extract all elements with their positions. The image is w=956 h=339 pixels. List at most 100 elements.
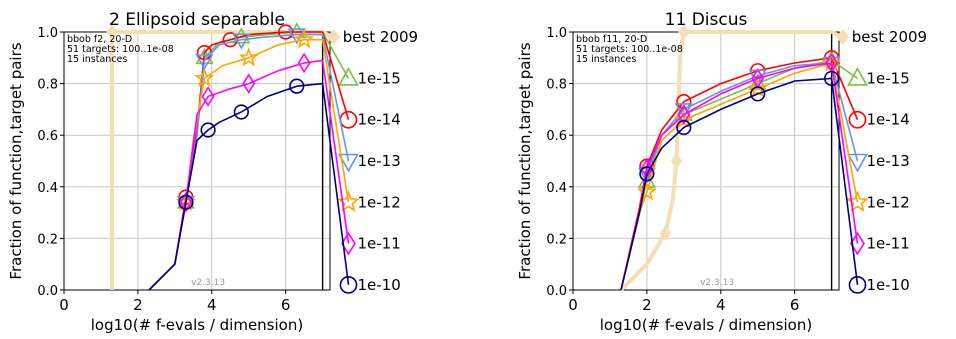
data-point: [836, 29, 850, 45]
legend-label: 1e-13: [357, 152, 400, 170]
data-point: [179, 191, 193, 213]
data-point: [339, 110, 358, 129]
data-point: [278, 24, 294, 40]
x-tick-label: 0: [568, 296, 578, 314]
chart-title: 2 Ellipsoid separable: [109, 10, 285, 30]
chart-panel-2: best 2009 1e-15 1e-14 1e-13 1e-12 1e-11 1e-10 1…: [516, 10, 927, 334]
y-axis-label: Fraction of function,target pairs: [7, 42, 25, 279]
data-point: [747, 78, 768, 98]
data-point: [232, 33, 251, 50]
data-point: [659, 225, 671, 242]
data-point: [823, 70, 840, 87]
x-tick-label: 0: [59, 296, 69, 314]
data-point: [636, 181, 657, 201]
data-point: [639, 166, 655, 182]
data-point: [200, 122, 216, 138]
data-point: [178, 194, 194, 210]
legend-label: 1e-12: [357, 193, 400, 211]
y-tick-label: 0.8: [546, 78, 567, 93]
series-1e-12: 1e-12: [620, 52, 910, 291]
series-line: [148, 33, 350, 291]
data-point: [195, 54, 214, 71]
series-best-2009: best 2009: [619, 24, 927, 292]
data-point: [327, 29, 341, 45]
x-tick-label: 6: [790, 296, 800, 314]
data-point: [338, 67, 359, 86]
data-point: [676, 94, 692, 110]
x-tick-label: 4: [207, 296, 217, 314]
data-point: [194, 67, 215, 87]
series-line: [620, 62, 859, 291]
data-point: [848, 275, 867, 294]
series-1e-13: 1e-13: [620, 56, 910, 291]
y-tick-label: 0.0: [546, 284, 567, 299]
series-line: [620, 56, 859, 291]
info-text: 51 targets: 100..1e-08: [67, 44, 174, 55]
series-line: [110, 30, 335, 290]
y-tick-label: 0.6: [546, 129, 567, 144]
info-text: 51 targets: 100..1e-08: [576, 44, 683, 55]
data-point: [750, 86, 766, 102]
y-tick-label: 1.0: [546, 26, 567, 41]
data-point: [339, 275, 358, 294]
legend-label: 1e-13: [866, 152, 909, 170]
series-line: [148, 31, 350, 291]
info-text: 15 instances: [576, 54, 636, 65]
legend-label: best 2009: [852, 28, 927, 46]
data-point: [850, 231, 865, 256]
data-point: [238, 47, 259, 67]
y-tick-label: 1.0: [37, 26, 58, 41]
legend-label: 1e-15: [357, 69, 400, 87]
data-point: [847, 153, 868, 173]
data-point: [676, 119, 692, 136]
x-tick-label: 2: [642, 296, 652, 314]
legend-label: 1e-15: [866, 69, 909, 87]
y-tick-label: 0.6: [37, 129, 58, 144]
data-point: [297, 52, 311, 74]
data-point: [294, 29, 315, 49]
data-point: [670, 153, 683, 169]
legend-label: 1e-14: [866, 111, 909, 129]
data-point: [289, 78, 305, 94]
legend-label: 1e-11: [357, 235, 400, 253]
y-tick-label: 0.8: [37, 78, 58, 93]
y-tick-label: 0.4: [546, 181, 567, 196]
plot-frame: [63, 31, 331, 291]
legend-label: 1e-10: [866, 276, 909, 294]
legend-label: 1e-10: [357, 276, 400, 294]
series-1e-10: 1e-10: [148, 78, 401, 294]
y-tick-label: 0.2: [37, 232, 58, 247]
chart-panel-1: best 2009 1e-15 1e-14 1e-13 1e-12 1e-11 1e-10 2…: [7, 10, 418, 334]
series-line: [620, 77, 859, 291]
legend-label: 1e-14: [357, 111, 400, 129]
y-tick-label: 0.0: [37, 284, 58, 299]
series-1e-15: 1e-15: [620, 50, 910, 291]
version-text: v2.3.13: [191, 278, 225, 288]
y-tick-label: 0.4: [37, 181, 58, 196]
series-line: [148, 31, 350, 291]
series-1e-10: 1e-10: [620, 70, 910, 294]
data-point: [233, 104, 249, 120]
series-1e-11: 1e-11: [148, 52, 401, 291]
data-point: [201, 86, 215, 107]
series-best-2009: best 2009: [106, 24, 418, 290]
data-point: [106, 24, 118, 40]
x-axis-label: log10(# f-evals / dimension): [600, 316, 812, 334]
data-point: [848, 110, 867, 129]
series-line: [148, 82, 350, 291]
x-tick-label: 2: [133, 296, 143, 314]
version-text: v2.3.13: [700, 278, 734, 288]
series-line: [148, 38, 350, 291]
y-axis-label: Fraction of function,target pairs: [516, 42, 534, 279]
series-line: [148, 59, 350, 291]
data-point: [338, 153, 359, 173]
data-point: [678, 24, 690, 40]
data-point: [847, 67, 868, 86]
info-text: bbob f2, 20-D: [67, 34, 132, 45]
legend-label: 1e-12: [866, 193, 909, 211]
data-point: [677, 104, 691, 125]
legend-label: 1e-11: [866, 235, 909, 253]
info-text: 15 instances: [67, 54, 127, 65]
x-tick-label: 4: [716, 296, 726, 314]
y-tick-label: 0.2: [546, 232, 567, 247]
